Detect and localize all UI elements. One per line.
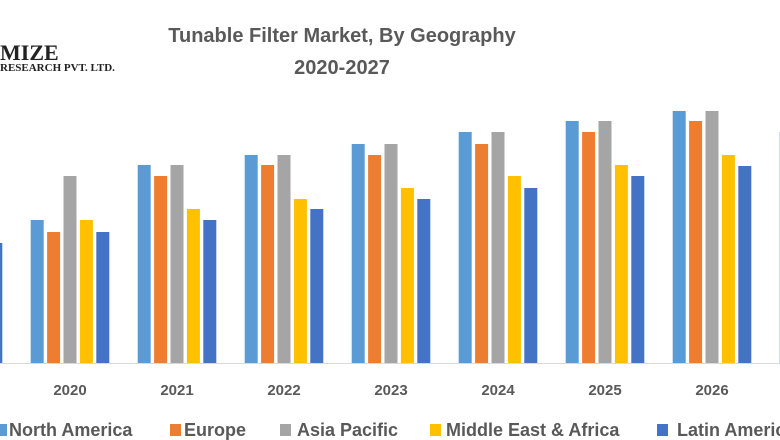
legend-label: North America <box>9 420 133 440</box>
bar-north-america-2025 <box>565 121 579 363</box>
bar-middle-east-africa-2022 <box>293 199 307 363</box>
bar-europe-2021 <box>154 176 168 363</box>
bar-latin-america-2024 <box>524 188 538 363</box>
x-tick-label: 2023 <box>374 382 407 399</box>
chart-subtitle: 2020-2027 <box>294 57 390 79</box>
bar-europe-2024 <box>475 144 489 363</box>
chart-title: Tunable Filter Market, By Geography <box>168 25 516 47</box>
bar-latin-america-2026 <box>738 166 752 363</box>
x-tick-label: 2024 <box>481 382 515 399</box>
bar-europe-2026 <box>689 121 703 363</box>
legend-label: Latin America <box>677 420 780 440</box>
bar-europe-2023 <box>368 155 382 363</box>
bar-asia-pacific-2020 <box>63 176 77 363</box>
bar-north-america-2026 <box>672 111 686 363</box>
legend-swatch <box>280 424 291 436</box>
bar-middle-east-africa-2026 <box>721 155 735 363</box>
bar-middle-east-africa-2024 <box>507 176 521 363</box>
logo-text: MIZE <box>0 40 59 65</box>
bar-latin-america-2020 <box>96 232 110 363</box>
legend-label: Middle East & Africa <box>446 420 620 440</box>
bar-europe-2025 <box>582 132 596 363</box>
legend-swatch <box>657 424 668 436</box>
bar-asia-pacific-2026 <box>705 111 719 363</box>
x-tick-label: 2026 <box>695 382 728 399</box>
bar-middle-east-africa-2023 <box>400 188 414 363</box>
legend-swatch <box>0 424 7 436</box>
bar-north-america-2023 <box>351 144 365 363</box>
legend-label: Asia Pacific <box>297 420 399 440</box>
bar-north-america-2024 <box>458 132 472 363</box>
bar-latin-america-partial <box>0 243 3 363</box>
bar-asia-pacific-2021 <box>170 165 184 363</box>
bar-latin-america-2025 <box>631 176 645 363</box>
bar-asia-pacific-2023 <box>384 144 398 363</box>
bar-asia-pacific-2025 <box>598 121 612 363</box>
legend-swatch <box>170 424 181 436</box>
bar-north-america-2021 <box>137 165 151 363</box>
x-tick-label: 2021 <box>160 382 193 399</box>
bar-north-america-2022 <box>244 155 258 363</box>
bar-europe-2022 <box>261 165 275 363</box>
bar-middle-east-africa-2020 <box>79 220 93 363</box>
logo-subtext: RESEARCH PVT. LTD. <box>0 62 115 74</box>
x-tick-label: 2022 <box>267 382 300 399</box>
bar-middle-east-africa-2021 <box>186 209 200 363</box>
bar-middle-east-africa-2025 <box>614 165 628 363</box>
legend-label: Europe <box>184 420 247 440</box>
x-tick-label: 2020 <box>53 382 86 399</box>
bar-asia-pacific-2024 <box>491 132 505 363</box>
x-tick-label: 2025 <box>588 382 621 399</box>
bar-asia-pacific-2022 <box>277 155 291 363</box>
bar-latin-america-2022 <box>310 209 324 363</box>
legend-swatch <box>430 424 441 436</box>
bar-europe-2020 <box>47 232 61 363</box>
bar-north-america-2020 <box>30 220 44 363</box>
bar-latin-america-2021 <box>203 220 217 363</box>
bar-latin-america-2023 <box>417 199 431 363</box>
